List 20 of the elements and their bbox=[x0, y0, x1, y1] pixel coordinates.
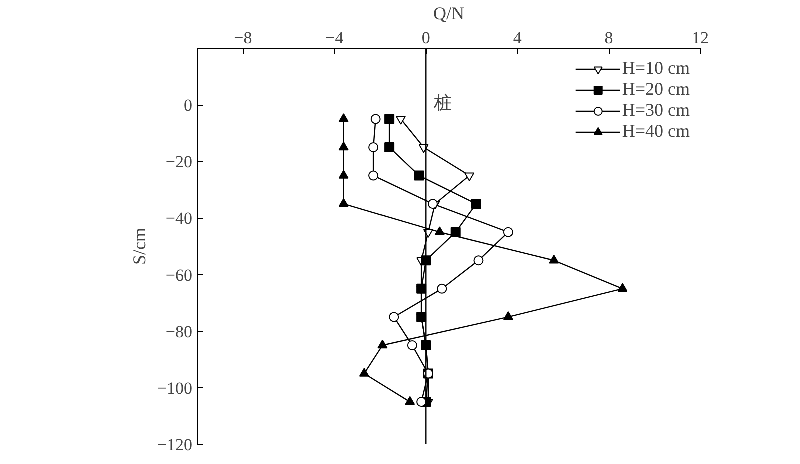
legend-label: H=40 cm bbox=[622, 121, 690, 142]
legend-label: H=20 cm bbox=[622, 79, 690, 100]
y-tick-label: −120 bbox=[157, 436, 193, 454]
x-tick-label: −4 bbox=[326, 28, 344, 48]
y-axis-title: S/cm bbox=[129, 228, 150, 265]
y-tick-label: −60 bbox=[166, 266, 193, 285]
y-tick-label: −40 bbox=[166, 209, 193, 228]
y-tick-label: 0 bbox=[184, 96, 192, 116]
x-axis-title: Q/N bbox=[434, 4, 464, 24]
legend-label: H=10 cm bbox=[622, 58, 690, 79]
x-tick-label: 4 bbox=[513, 28, 522, 48]
x-tick-label: −8 bbox=[234, 28, 252, 48]
x-tick-label: 12 bbox=[692, 28, 709, 48]
ref-line-label: 桩 bbox=[433, 93, 452, 114]
x-tick-label: 8 bbox=[604, 28, 614, 48]
y-tick-label: −80 bbox=[166, 322, 193, 342]
y-tick-label: −100 bbox=[157, 378, 193, 398]
y-tick-label: −20 bbox=[166, 152, 193, 172]
legend-label: H=30 cm bbox=[622, 100, 690, 121]
x-tick-label: 0 bbox=[422, 28, 430, 48]
